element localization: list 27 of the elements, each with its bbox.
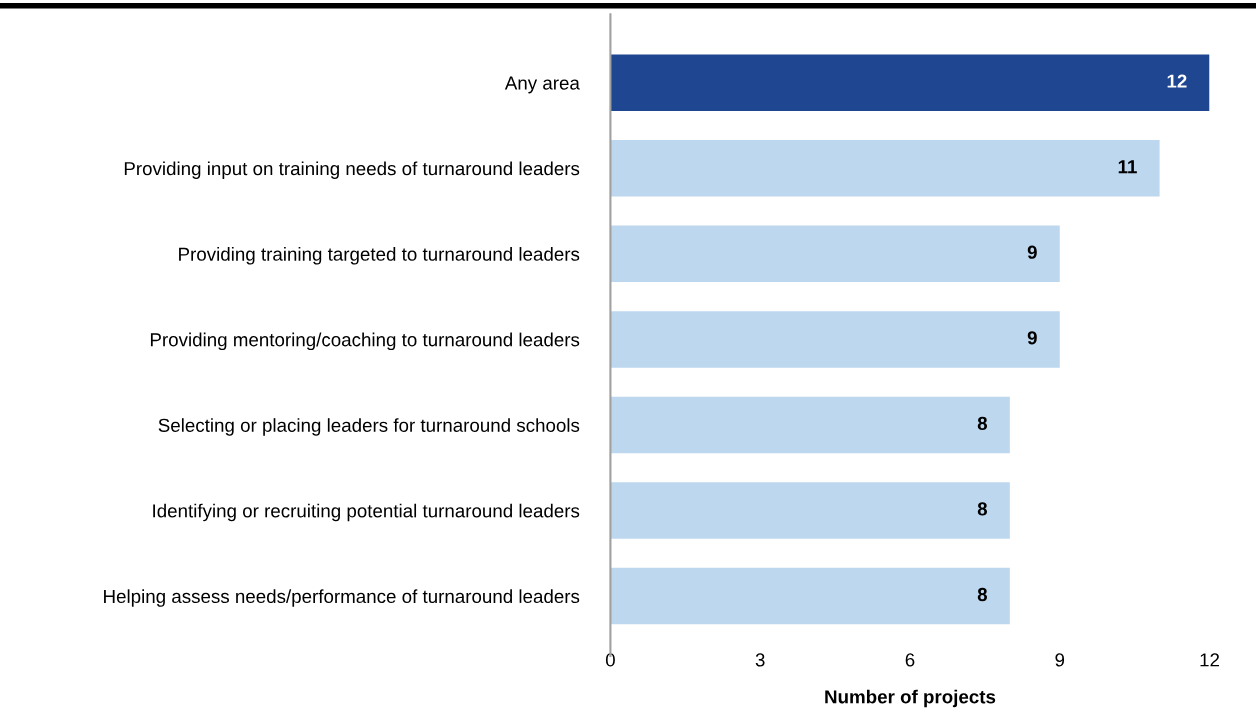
y-tick-label: Identifying or recruiting potential turnaround leaders <box>153 503 580 522</box>
bar <box>610 140 1160 197</box>
bar <box>610 225 1060 283</box>
y-tick-label: Providing training targeted to turnaround leaders <box>179 247 580 265</box>
y-tick-label: Providing input on training needs of turnaround leaders <box>124 161 580 179</box>
x-tick-label: 3 <box>755 653 765 667</box>
bar <box>610 311 1060 368</box>
data-label: 11 <box>1118 160 1137 174</box>
bar <box>610 567 1010 625</box>
x-axis-title: Number of projects <box>825 689 996 708</box>
y-tick-label: Helping assess needs/performance of turnaround leaders <box>104 589 580 607</box>
data-label: 8 <box>977 587 988 602</box>
bar <box>610 396 1010 454</box>
x-tick-label: 9 <box>1055 653 1065 667</box>
data-label: 12 <box>1167 74 1187 88</box>
bar <box>610 54 1210 111</box>
x-tick-label: 0 <box>605 653 615 667</box>
data-label: 8 <box>977 502 988 516</box>
data-label: 8 <box>977 416 988 430</box>
y-tick-label: Providing mentoring/coaching to turnaround leaders <box>150 332 580 351</box>
x-tick-label: 12 <box>1200 653 1220 667</box>
y-tick-label: Selecting or placing leaders for turnaround schools <box>158 418 580 436</box>
data-label: 9 <box>1027 245 1037 259</box>
data-label: 9 <box>1027 331 1037 345</box>
y-tick-label: Any area <box>504 76 580 94</box>
bar <box>610 482 1010 539</box>
x-tick-label: 6 <box>905 653 915 667</box>
